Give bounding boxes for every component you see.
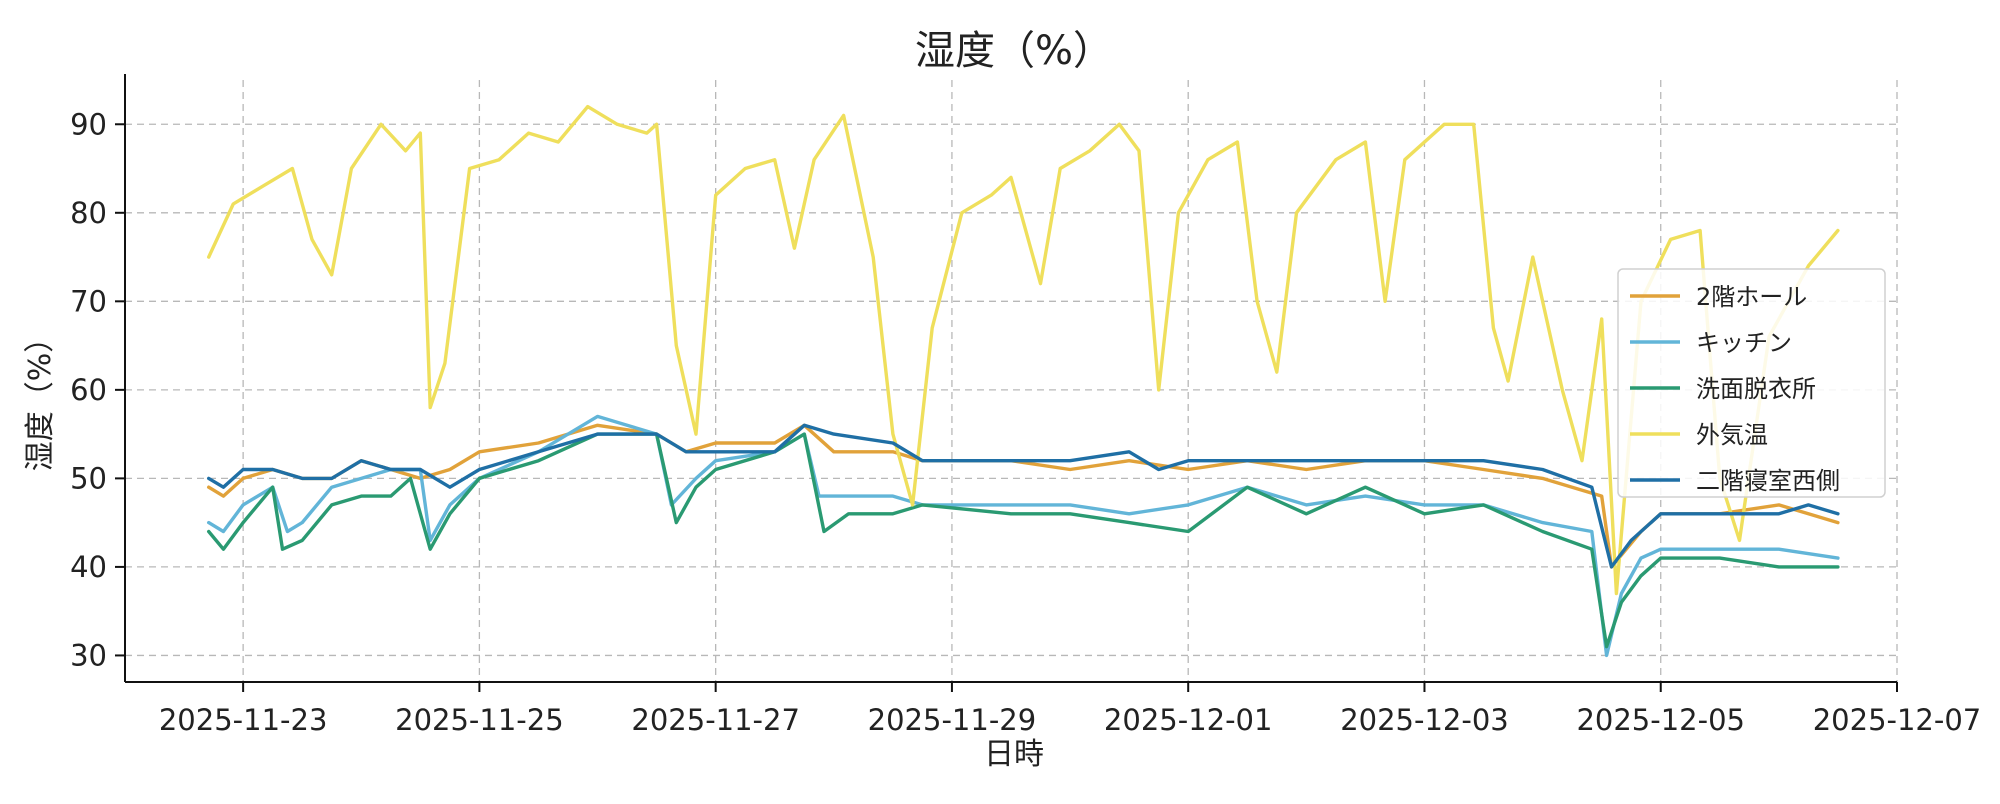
x-tick-label: 2025-12-01 [1104, 703, 1273, 737]
chart-title: 湿度（%） [915, 28, 1113, 74]
series-line-5 [206, 423, 1840, 569]
x-ticks: 2025-11-23 2025-11-25 2025-11-27 2025-11-29… [159, 682, 1981, 737]
axes [124, 74, 1897, 683]
legend-box [1617, 268, 1886, 498]
x-tick-label: 2025-11-25 [395, 703, 564, 737]
y-axis-title: 湿度（%） [23, 323, 58, 472]
legend-label-3: 洗面脱衣所 [1696, 375, 1816, 403]
x-tick-label: 2025-12-07 [1813, 703, 1982, 737]
legend-label-5: 二階寝室西側 [1696, 467, 1840, 495]
grid-lines [125, 80, 1898, 682]
y-tick-label: 60 [70, 373, 107, 407]
series-line-3 [206, 432, 1840, 649]
x-tick-label: 2025-11-23 [159, 703, 328, 737]
y-tick-label: 70 [70, 284, 107, 318]
x-tick-label: 2025-12-03 [1340, 703, 1509, 737]
y-tick-label: 80 [70, 196, 107, 230]
y-ticks: 30 40 50 60 70 80 90 [70, 107, 125, 672]
x-tick-label: 2025-12-05 [1576, 703, 1745, 737]
series-line-2 [206, 414, 1840, 658]
y-tick-label: 40 [70, 550, 107, 584]
x-axis-title: 日時 [984, 737, 1044, 772]
y-tick-label: 90 [70, 107, 107, 141]
series-lines [206, 104, 1840, 658]
legend-label-2: キッチン [1696, 329, 1792, 357]
x-tick-label: 2025-11-27 [631, 703, 800, 737]
x-tick-label: 2025-11-29 [868, 703, 1037, 737]
legend-label-1: 2階ホール [1696, 283, 1807, 311]
y-tick-label: 50 [70, 461, 107, 495]
series-line-4 [206, 104, 1840, 596]
y-tick-label: 30 [70, 638, 107, 672]
legend-label-4: 外気温 [1696, 421, 1768, 449]
